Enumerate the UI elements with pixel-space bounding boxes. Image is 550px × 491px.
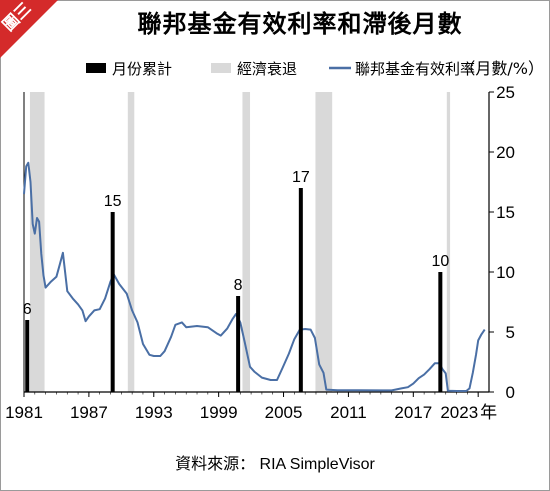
lag-bar (110, 212, 115, 392)
lag-bar (25, 320, 30, 392)
legend: 月份累計 經濟衰退 聯邦基金有效利率（月數/%） (86, 59, 544, 78)
x-tick-label: 1993 (135, 403, 173, 422)
lag-bar-label: 8 (234, 277, 243, 294)
source-note: 資料來源： RIA SimpleVisor (175, 456, 375, 473)
x-tick-label: 2005 (265, 403, 303, 422)
recession-band (242, 92, 251, 392)
y-tick-label: 20 (496, 143, 515, 162)
y-tick-label: 10 (496, 263, 515, 282)
rate-line-layer (23, 161, 486, 392)
x-tick-label: 2023 (440, 403, 478, 422)
lag-bar (298, 188, 303, 392)
lag-bar (438, 272, 443, 392)
recession-band (315, 92, 333, 392)
x-tick-label: 2011 (330, 403, 367, 422)
lag-bars: 6 15 8 17 10 (23, 169, 449, 392)
recession-band (127, 92, 135, 392)
legend-marker-lag (86, 63, 106, 73)
axes: 0 5 10 15 20 25 1981 1987 1993 1999 2005 2011 2017 20… (5, 83, 515, 423)
legend-label-lag: 月份累計 (112, 60, 172, 78)
y-tick-label: 5 (506, 323, 515, 342)
x-tick-label: 1987 (70, 403, 108, 422)
x-tick-label: 1981 (5, 403, 43, 422)
lag-bar-label: 15 (104, 193, 122, 210)
legend-marker-recession (211, 63, 231, 73)
lag-bar-label: 10 (431, 253, 449, 270)
legend-label-rate: 聯邦基金有效利率 (355, 60, 475, 78)
x-tick-label: 2017 (394, 403, 432, 422)
x-axis-unit: 年 (480, 403, 497, 423)
lag-bar (236, 296, 241, 392)
legend-label-recession: 經濟衰退 (237, 60, 297, 78)
lag-bar-label: 6 (23, 301, 32, 318)
lag-bar-label: 17 (292, 169, 310, 186)
y-tick-label: 15 (496, 203, 515, 222)
figure-badge: 圖三 (0, 0, 58, 58)
y-tick-label: 0 (506, 383, 515, 402)
badge-triangle (0, 0, 58, 58)
x-tick-label: 1999 (200, 403, 238, 422)
chart-area: 0 5 10 15 20 25 1981 1987 1993 1999 2005 2011 2017 20… (5, 59, 544, 423)
rate-line (23, 161, 486, 392)
y-tick-label: 25 (496, 83, 515, 102)
recession-band (29, 92, 45, 392)
recession-band (446, 92, 451, 392)
legend-unit: （月數/%） (459, 59, 544, 78)
recession-bands (29, 92, 451, 392)
chart-title: 聯邦基金有效利率和滯後月數 (137, 10, 463, 38)
